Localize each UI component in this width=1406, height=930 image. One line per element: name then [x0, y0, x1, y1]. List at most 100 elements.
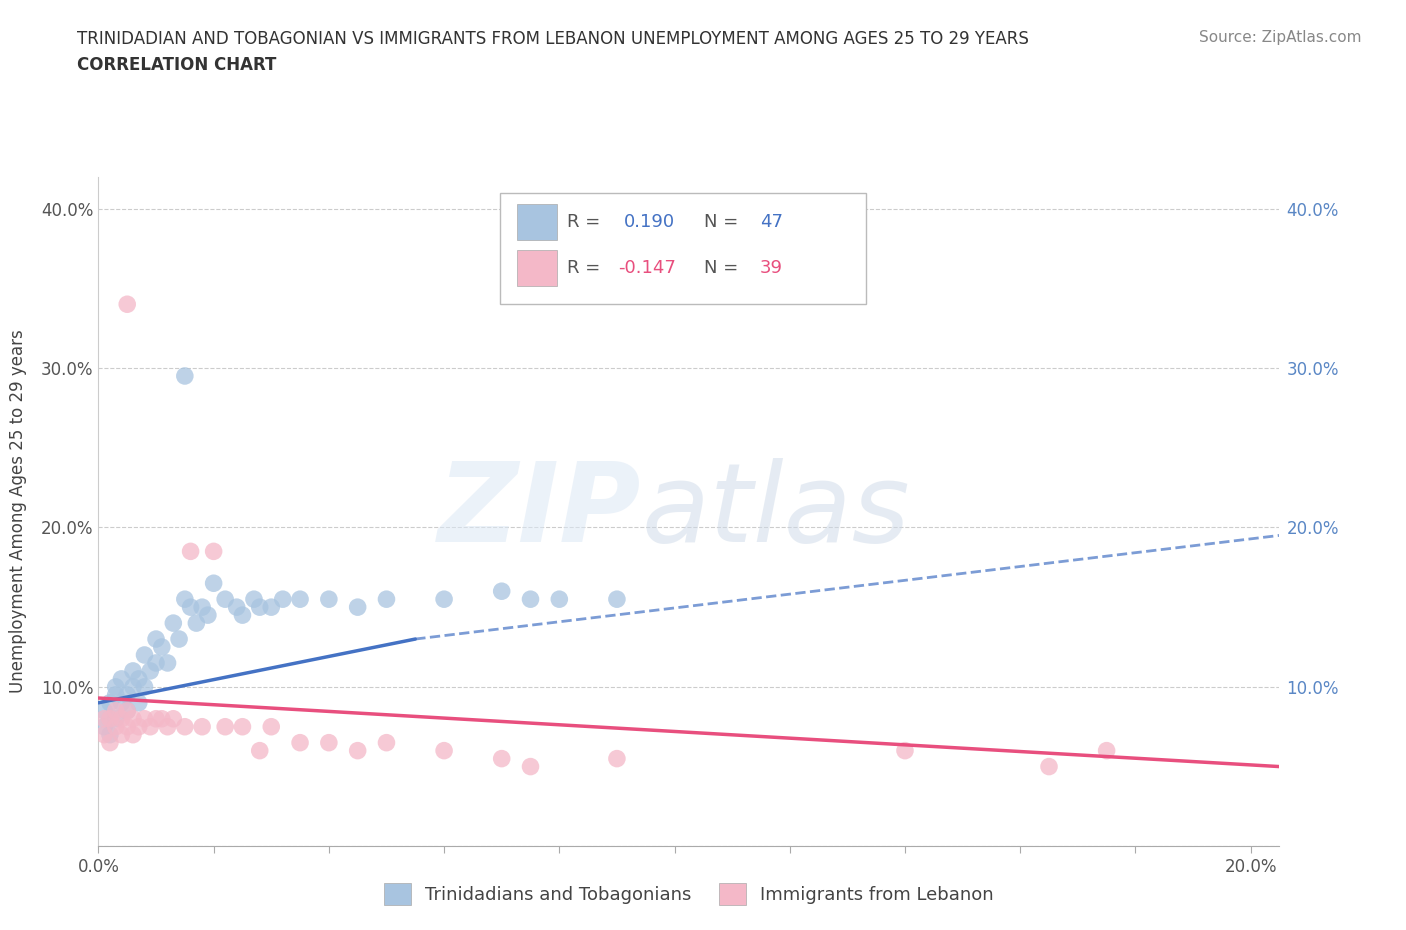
Point	[150, 640, 173, 655]
Point	[180, 544, 202, 559]
Point	[145, 656, 167, 671]
Point	[197, 607, 219, 622]
Point	[202, 576, 225, 591]
Point	[110, 671, 132, 686]
Point	[225, 600, 247, 615]
Point	[93, 727, 115, 742]
Point	[156, 656, 179, 671]
Point	[202, 544, 225, 559]
Point	[139, 719, 162, 734]
Point	[134, 711, 156, 726]
Point	[288, 736, 311, 751]
Text: atlas: atlas	[641, 458, 910, 565]
Text: N =: N =	[704, 259, 744, 277]
Point	[491, 584, 513, 599]
Point	[98, 711, 121, 726]
Point	[93, 719, 115, 734]
Text: CORRELATION CHART: CORRELATION CHART	[77, 56, 277, 73]
Point	[115, 687, 138, 702]
Point	[288, 591, 311, 606]
Point	[98, 736, 121, 751]
Point	[318, 736, 340, 751]
Point	[191, 600, 214, 615]
Point	[115, 719, 138, 734]
Point	[894, 743, 917, 758]
Text: ZIP: ZIP	[439, 458, 641, 565]
Point	[134, 647, 156, 662]
Point	[150, 711, 173, 726]
Point	[115, 297, 138, 312]
Text: Source: ZipAtlas.com: Source: ZipAtlas.com	[1198, 30, 1361, 45]
Text: -0.147: -0.147	[619, 259, 676, 277]
Point	[433, 591, 456, 606]
Point	[249, 600, 271, 615]
Point	[128, 671, 150, 686]
Point	[214, 591, 236, 606]
Point	[548, 591, 571, 606]
Point	[122, 711, 145, 726]
Point	[231, 719, 253, 734]
Point	[260, 719, 283, 734]
Point	[186, 616, 208, 631]
Point	[167, 631, 190, 646]
Y-axis label: Unemployment Among Ages 25 to 29 years: Unemployment Among Ages 25 to 29 years	[10, 329, 27, 694]
Point	[346, 743, 368, 758]
Point	[104, 703, 127, 718]
Point	[104, 711, 127, 726]
Point	[271, 591, 294, 606]
Point	[122, 727, 145, 742]
Point	[110, 727, 132, 742]
Point	[93, 711, 115, 726]
Point	[231, 607, 253, 622]
Point	[260, 600, 283, 615]
Point	[606, 591, 628, 606]
Point	[346, 600, 368, 615]
Point	[98, 696, 121, 711]
Point	[249, 743, 271, 758]
Point	[162, 711, 184, 726]
FancyBboxPatch shape	[501, 193, 866, 304]
Point	[180, 600, 202, 615]
Point	[110, 696, 132, 711]
Point	[375, 591, 398, 606]
FancyBboxPatch shape	[516, 205, 557, 240]
Point	[519, 759, 541, 774]
Point	[173, 368, 195, 383]
Point	[173, 591, 195, 606]
Point	[318, 591, 340, 606]
Point	[214, 719, 236, 734]
Point	[145, 631, 167, 646]
Point	[128, 696, 150, 711]
Point	[162, 616, 184, 631]
Point	[156, 719, 179, 734]
Point	[98, 727, 121, 742]
Point	[104, 680, 127, 695]
Point	[173, 719, 195, 734]
Point	[134, 680, 156, 695]
Point	[191, 719, 214, 734]
Point	[93, 703, 115, 718]
Legend: Trinidadians and Tobagonians, Immigrants from Lebanon: Trinidadians and Tobagonians, Immigrants…	[375, 874, 1002, 914]
Point	[128, 719, 150, 734]
Text: TRINIDADIAN AND TOBAGONIAN VS IMMIGRANTS FROM LEBANON UNEMPLOYMENT AMONG AGES 25: TRINIDADIAN AND TOBAGONIAN VS IMMIGRANTS…	[77, 30, 1029, 47]
Point	[1038, 759, 1060, 774]
Point	[122, 663, 145, 678]
Point	[491, 751, 513, 766]
Text: N =: N =	[704, 213, 744, 232]
Point	[606, 751, 628, 766]
Text: R =: R =	[567, 259, 606, 277]
Point	[1095, 743, 1118, 758]
Text: R =: R =	[567, 213, 606, 232]
Point	[243, 591, 266, 606]
Point	[433, 743, 456, 758]
Point	[104, 687, 127, 702]
Text: 47: 47	[759, 213, 783, 232]
FancyBboxPatch shape	[516, 249, 557, 286]
Point	[375, 736, 398, 751]
Point	[145, 711, 167, 726]
Point	[519, 591, 541, 606]
Point	[115, 703, 138, 718]
Point	[115, 703, 138, 718]
Point	[104, 719, 127, 734]
Text: 39: 39	[759, 259, 783, 277]
